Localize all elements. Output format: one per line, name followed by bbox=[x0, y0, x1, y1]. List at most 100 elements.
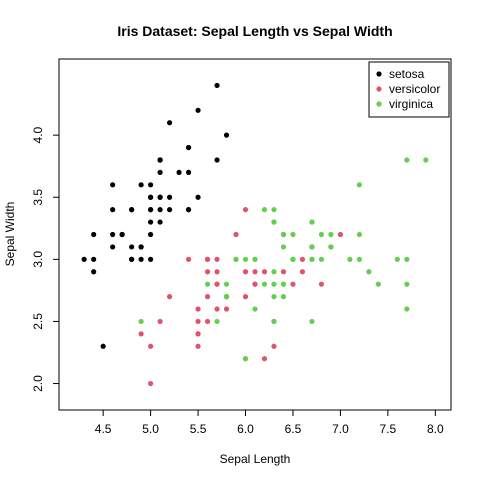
data-point-setosa bbox=[157, 157, 163, 163]
data-point-versicolor bbox=[252, 269, 258, 275]
data-point-virginica bbox=[242, 256, 249, 262]
legend-item-versicolor: versicolor bbox=[376, 82, 440, 96]
data-points bbox=[81, 82, 429, 387]
data-point-virginica bbox=[223, 281, 230, 287]
data-point-setosa bbox=[185, 169, 192, 175]
data-point-setosa bbox=[110, 182, 116, 188]
data-point-versicolor bbox=[204, 318, 211, 325]
data-point-setosa bbox=[223, 132, 230, 138]
data-point-virginica bbox=[404, 306, 410, 312]
data-point-virginica bbox=[280, 231, 287, 238]
data-point-versicolor bbox=[204, 294, 211, 300]
data-point-setosa bbox=[91, 256, 97, 262]
data-point-setosa bbox=[157, 219, 163, 225]
legend-label: setosa bbox=[389, 67, 425, 81]
data-point-setosa bbox=[148, 207, 154, 213]
data-point-setosa bbox=[148, 194, 154, 200]
chart-title: Iris Dataset: Sepal Length vs Sepal Widt… bbox=[117, 23, 392, 39]
data-point-versicolor bbox=[195, 343, 201, 349]
data-point-versicolor bbox=[290, 281, 296, 287]
data-point-virginica bbox=[290, 231, 296, 238]
x-tick-label: 6.5 bbox=[285, 422, 302, 436]
y-tick-label: 2.0 bbox=[31, 375, 45, 392]
data-point-setosa bbox=[148, 256, 154, 262]
data-point-versicolor bbox=[299, 269, 306, 275]
data-point-virginica bbox=[347, 256, 353, 262]
data-point-setosa bbox=[166, 120, 173, 126]
data-point-versicolor bbox=[214, 269, 220, 275]
data-point-setosa bbox=[138, 182, 144, 188]
data-point-virginica bbox=[204, 281, 211, 287]
data-point-virginica bbox=[375, 281, 381, 287]
data-point-setosa bbox=[166, 194, 173, 200]
x-tick-label: 7.0 bbox=[332, 422, 349, 436]
series-virginica bbox=[138, 157, 429, 362]
data-point-versicolor bbox=[214, 306, 220, 312]
data-point-versicolor bbox=[166, 294, 173, 300]
data-point-virginica bbox=[356, 256, 362, 262]
data-point-virginica bbox=[366, 269, 372, 275]
legend-marker bbox=[376, 86, 382, 92]
data-point-versicolor bbox=[204, 256, 211, 262]
y-tick-label: 3.5 bbox=[31, 189, 45, 206]
data-point-virginica bbox=[280, 244, 287, 250]
data-point-setosa bbox=[110, 244, 116, 250]
y-tick-label: 3.0 bbox=[31, 251, 45, 268]
data-point-setosa bbox=[148, 219, 154, 225]
data-point-virginica bbox=[423, 157, 429, 163]
data-point-versicolor bbox=[261, 356, 268, 362]
data-point-versicolor bbox=[252, 281, 258, 287]
data-point-virginica bbox=[271, 219, 277, 225]
data-point-virginica bbox=[261, 207, 268, 213]
data-point-virginica bbox=[404, 157, 410, 163]
y-tick-label: 4.0 bbox=[31, 126, 45, 143]
data-point-setosa bbox=[110, 231, 116, 238]
data-point-versicolor bbox=[138, 331, 144, 337]
legend-label: virginica bbox=[389, 97, 433, 111]
legend-label: versicolor bbox=[389, 82, 440, 96]
data-point-versicolor bbox=[242, 294, 249, 300]
data-point-virginica bbox=[280, 281, 287, 287]
x-tick-label: 6.0 bbox=[237, 422, 254, 436]
data-point-virginica bbox=[318, 256, 325, 262]
y-axis-label: Sepal Width bbox=[3, 202, 17, 267]
data-point-virginica bbox=[404, 256, 410, 262]
data-point-setosa bbox=[138, 256, 144, 262]
data-point-virginica bbox=[261, 281, 268, 287]
data-point-versicolor bbox=[337, 231, 344, 238]
data-point-virginica bbox=[242, 356, 249, 362]
legend-marker bbox=[376, 101, 382, 107]
data-point-versicolor bbox=[148, 343, 154, 349]
data-point-virginica bbox=[328, 231, 334, 238]
data-point-versicolor bbox=[204, 269, 211, 275]
data-point-setosa bbox=[91, 269, 97, 275]
data-point-setosa bbox=[157, 194, 163, 200]
data-point-virginica bbox=[233, 256, 239, 262]
data-point-versicolor bbox=[195, 331, 201, 337]
data-point-virginica bbox=[404, 281, 410, 287]
data-point-setosa bbox=[195, 107, 201, 113]
data-point-virginica bbox=[271, 281, 277, 287]
data-point-virginica bbox=[280, 294, 287, 300]
data-point-setosa bbox=[119, 231, 125, 238]
data-point-versicolor bbox=[271, 343, 277, 349]
series-setosa bbox=[81, 82, 230, 349]
data-point-setosa bbox=[157, 169, 163, 175]
data-point-versicolor bbox=[299, 256, 306, 262]
data-point-setosa bbox=[81, 256, 87, 262]
data-point-virginica bbox=[394, 256, 400, 262]
data-point-setosa bbox=[214, 82, 220, 89]
data-point-versicolor bbox=[148, 380, 154, 387]
data-point-setosa bbox=[185, 144, 192, 151]
data-point-versicolor bbox=[157, 318, 163, 325]
data-point-virginica bbox=[309, 244, 315, 250]
data-point-virginica bbox=[271, 269, 277, 275]
data-point-virginica bbox=[271, 318, 277, 325]
data-point-setosa bbox=[129, 244, 135, 250]
data-point-setosa bbox=[138, 244, 144, 250]
data-point-virginica bbox=[356, 182, 362, 188]
data-point-versicolor bbox=[195, 306, 201, 312]
data-point-setosa bbox=[148, 182, 154, 188]
data-point-virginica bbox=[271, 294, 277, 300]
